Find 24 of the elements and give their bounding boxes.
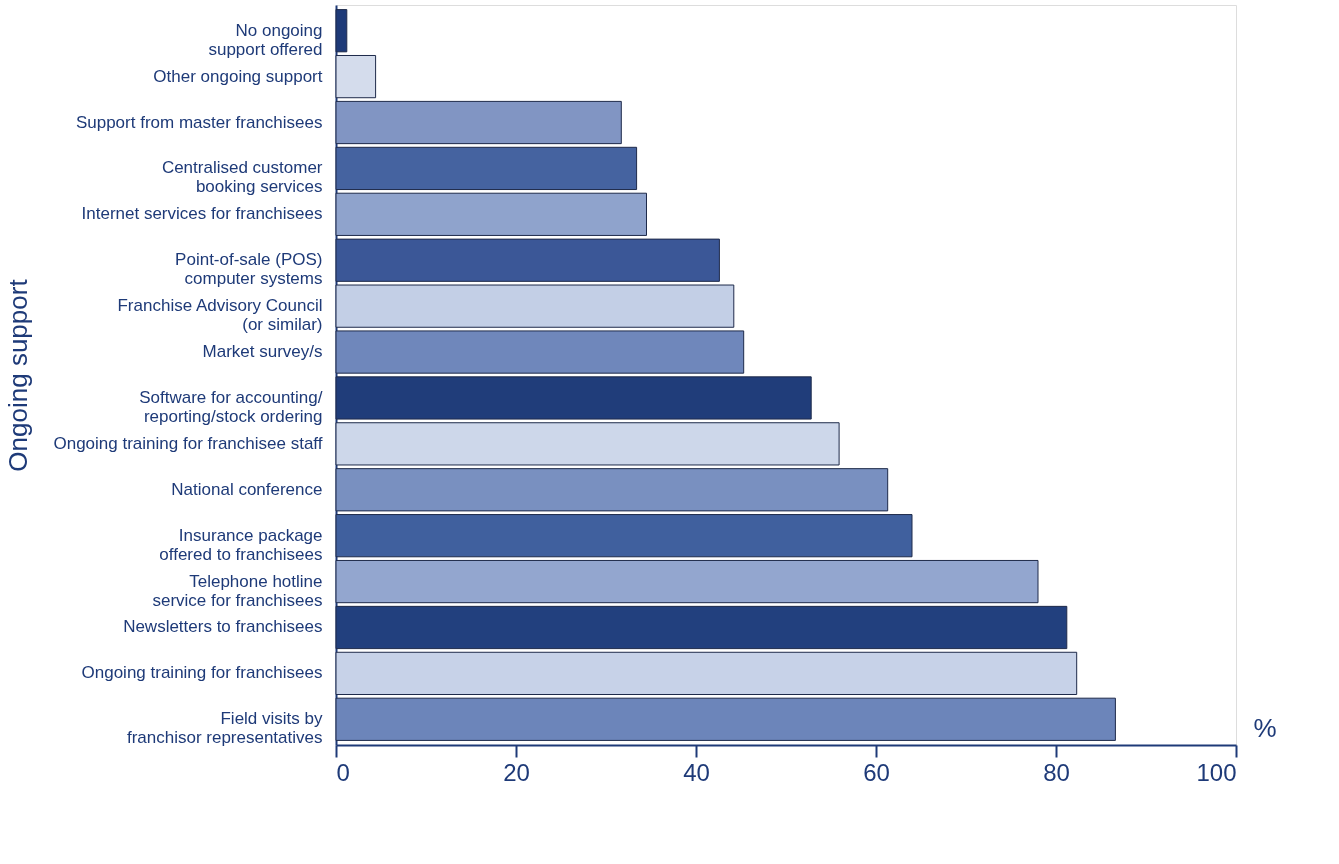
y-tick-label: Ongoing training for franchisee staff bbox=[53, 433, 323, 453]
y-tick-label: Software for accounting/ reporting/stock ordering bbox=[139, 387, 323, 426]
y-tick-label: Franchise Advisory Council (or similar) bbox=[117, 296, 323, 335]
y-tick-label: Internet services for franchisees bbox=[81, 204, 323, 224]
x-tick-label: 80 bbox=[1043, 758, 1070, 786]
y-tick-label: Point-of-sale (POS) computer systems bbox=[175, 250, 323, 289]
y-tick-label: No ongoing support offered bbox=[208, 20, 323, 59]
y-tick-label: Market survey/s bbox=[202, 342, 323, 362]
y-tick-label: Field visits by franchisor representatives bbox=[126, 709, 323, 748]
y-tick-label: National conference bbox=[171, 479, 323, 499]
x-tick-label: 60 bbox=[863, 758, 890, 786]
y-tick-label: Centralised customer booking services bbox=[161, 158, 323, 197]
y-tick-label: Telephone hotline service for franchisees bbox=[152, 571, 323, 610]
y-tick-label: Support from master franchisees bbox=[75, 112, 323, 132]
y-tick-label: Ongoing training for franchisees bbox=[81, 663, 323, 683]
y-tick-label: Insurance package offered to franchisees bbox=[159, 525, 323, 564]
x-axis-title: % bbox=[1253, 712, 1277, 743]
y-tick-label: Newsletters to franchisees bbox=[123, 617, 323, 637]
y-axis-title: Ongoing support bbox=[2, 278, 33, 472]
x-tick-label: 40 bbox=[683, 758, 710, 786]
x-tick-label: 100 bbox=[1196, 758, 1237, 786]
x-tick-label: 20 bbox=[503, 758, 530, 786]
y-tick-label: Other ongoing support bbox=[153, 66, 323, 86]
x-tick-label: 0 bbox=[336, 758, 350, 786]
